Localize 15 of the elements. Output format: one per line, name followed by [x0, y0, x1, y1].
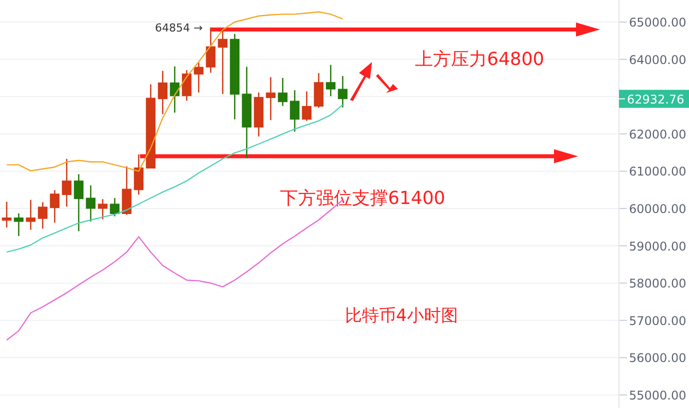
y-tick-label: 60000.00 — [629, 202, 686, 216]
y-tick-label: 56000.00 — [629, 351, 686, 366]
y-tick-label: 59000.00 — [629, 239, 686, 254]
y-tick-label: 55000.00 — [629, 388, 686, 402]
annotation: 比特币4小时图 — [345, 306, 458, 326]
ref-line-label: 上方压力64800 — [415, 49, 544, 70]
ref-line-label: 下方强位支撑61400 — [280, 188, 446, 209]
y-tick-label: 58000.00 — [629, 276, 686, 291]
y-tick-label: 61000.00 — [629, 164, 686, 179]
text: 62932.76 — [627, 92, 684, 106]
annotation: 64854 → — [154, 21, 203, 34]
y-tick-label: 65000.00 — [629, 16, 686, 30]
y-tick-label: 62000.00 — [629, 127, 686, 142]
y-tick-label: 57000.00 — [629, 314, 686, 328]
y-tick-label: 64000.00 — [629, 52, 686, 67]
